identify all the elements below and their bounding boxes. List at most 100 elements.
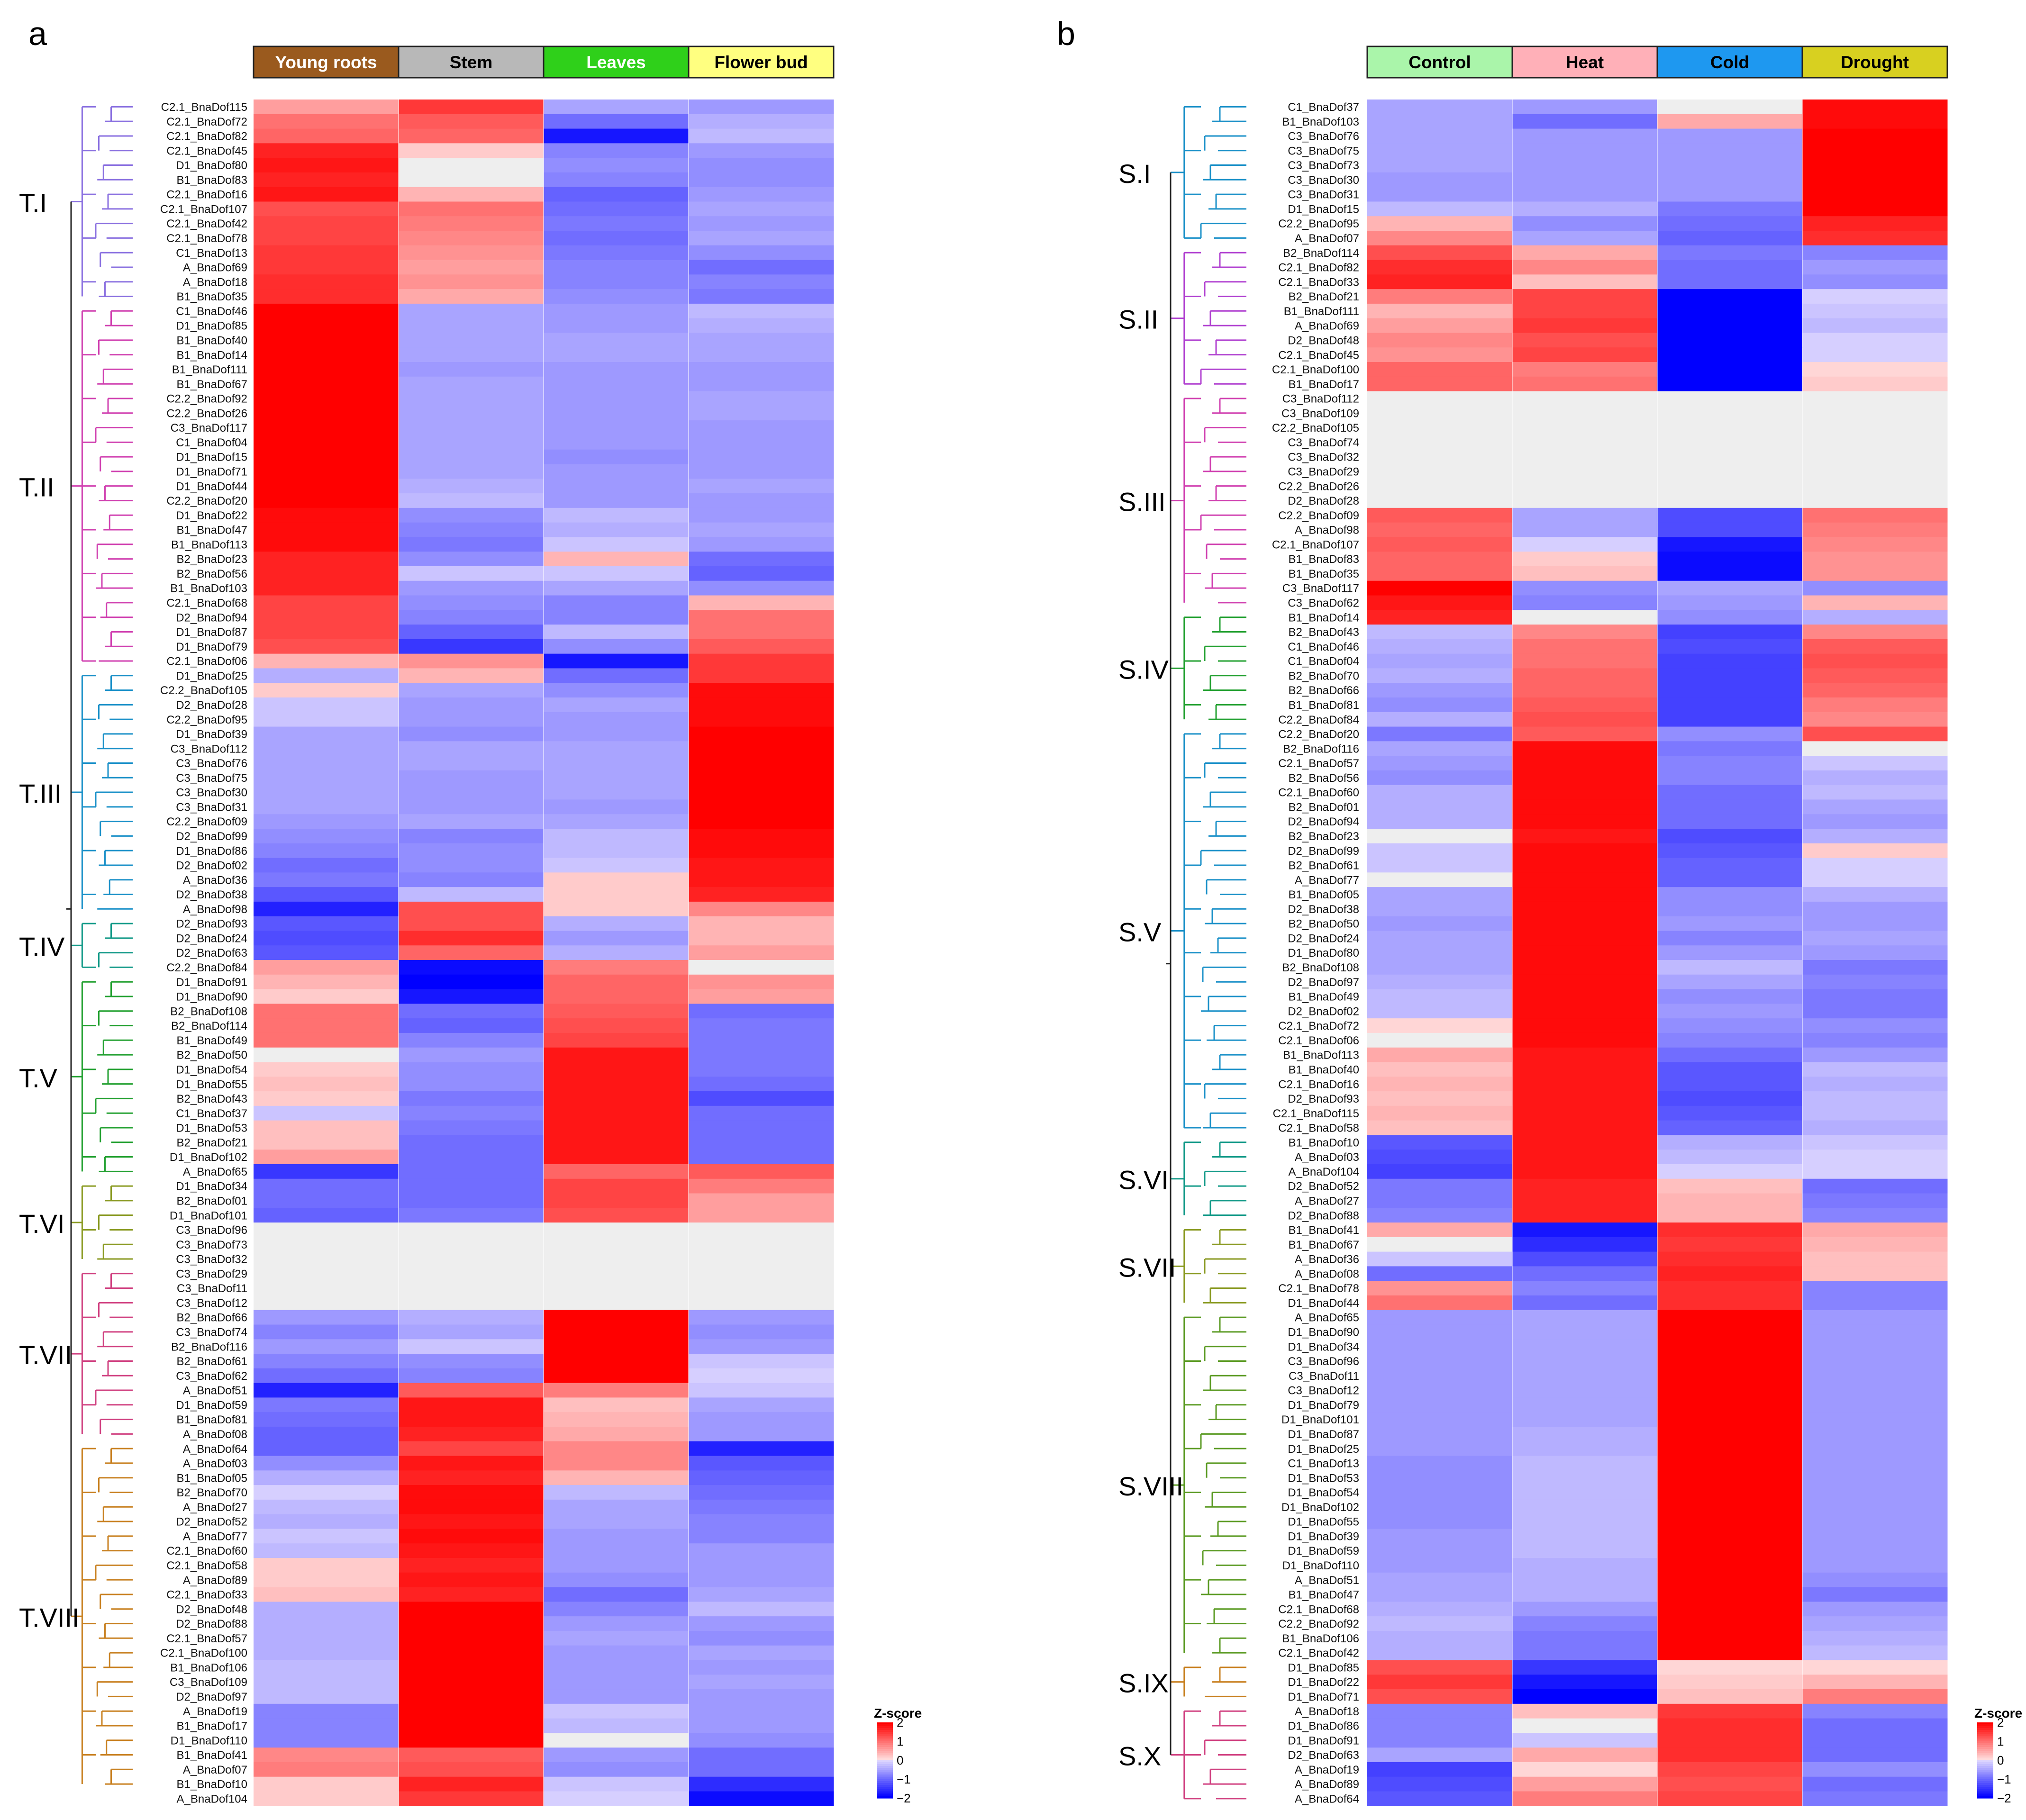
heatmap-cell bbox=[689, 1776, 834, 1792]
heatmap-cell bbox=[1367, 1047, 1513, 1062]
legend-swatch bbox=[877, 1789, 893, 1791]
panel-label: a bbox=[28, 15, 47, 52]
row-label: B1_BnaDof113 bbox=[171, 538, 247, 551]
row-label: D2_BnaDof63 bbox=[1288, 1749, 1359, 1762]
row-label: C3_BnaDof96 bbox=[1288, 1355, 1359, 1368]
heatmap-cell bbox=[1802, 639, 1948, 654]
heatmap-cell bbox=[1512, 1791, 1658, 1806]
heatmap-cell bbox=[1657, 1120, 1803, 1135]
heatmap-cell bbox=[254, 1703, 399, 1719]
heatmap-cell bbox=[689, 1602, 834, 1617]
heatmap-cell bbox=[1512, 785, 1658, 800]
heatmap-cell bbox=[1802, 843, 1948, 859]
row-label: B2_BnaDof66 bbox=[177, 1312, 247, 1324]
heatmap-cell bbox=[1512, 435, 1658, 450]
heatmap-cell bbox=[1512, 318, 1658, 333]
heatmap-cell bbox=[254, 435, 399, 450]
row-label: D1_BnaDof80 bbox=[1288, 947, 1359, 960]
heatmap-cell bbox=[689, 231, 834, 246]
legend-swatch bbox=[877, 1758, 893, 1761]
heatmap-cell bbox=[254, 945, 399, 960]
heatmap-cell bbox=[1367, 507, 1513, 523]
heatmap-cell bbox=[1802, 989, 1948, 1004]
row-label: C2.1_BnaDof58 bbox=[166, 1559, 247, 1572]
heatmap-cell bbox=[254, 1499, 399, 1515]
row-label: D1_BnaDof15 bbox=[176, 451, 247, 464]
heatmap-cell bbox=[399, 1529, 544, 1544]
heatmap-cell bbox=[689, 668, 834, 683]
heatmap-cell bbox=[1802, 1324, 1948, 1340]
heatmap-cell bbox=[399, 639, 544, 654]
heatmap-cell bbox=[399, 158, 544, 173]
heatmap-cell bbox=[1802, 1499, 1948, 1515]
heatmap-cell bbox=[399, 260, 544, 275]
heatmap-cell bbox=[1367, 172, 1513, 188]
heatmap-cell bbox=[689, 420, 834, 435]
row-label: C2.1_BnaDof06 bbox=[1278, 1034, 1359, 1047]
heatmap-cell bbox=[689, 1354, 834, 1369]
heatmap-cell bbox=[689, 406, 834, 421]
legend-swatch bbox=[1977, 1774, 1993, 1776]
heatmap-cell bbox=[1367, 843, 1513, 859]
heatmap-cell bbox=[1657, 391, 1803, 406]
heatmap-cell bbox=[544, 1281, 689, 1296]
heatmap-cell bbox=[1367, 1310, 1513, 1325]
heatmap-cell bbox=[689, 1748, 834, 1763]
heatmap-cell bbox=[689, 1295, 834, 1311]
heatmap-cell bbox=[1367, 391, 1513, 406]
heatmap-cell bbox=[1802, 726, 1948, 742]
heatmap-cell bbox=[1657, 916, 1803, 931]
row-label: C2.2_BnaDof105 bbox=[1272, 422, 1359, 435]
row-label: B2_BnaDof56 bbox=[177, 568, 247, 580]
heatmap-cell bbox=[399, 1339, 544, 1354]
heatmap-cell bbox=[399, 1150, 544, 1165]
heatmap-cell bbox=[1802, 114, 1948, 129]
legend-swatch bbox=[1977, 1785, 1993, 1787]
heatmap-cell bbox=[254, 449, 399, 464]
heatmap-cell bbox=[399, 1776, 544, 1792]
heatmap-cell bbox=[254, 347, 399, 362]
heatmap-cell bbox=[1367, 114, 1513, 129]
heatmap-cell bbox=[544, 1324, 689, 1340]
heatmap-cell bbox=[689, 1426, 834, 1442]
row-label: C1_BnaDof13 bbox=[176, 247, 247, 260]
column-header-3 bbox=[1656, 45, 1803, 79]
heatmap-cell bbox=[1802, 333, 1948, 348]
heatmap-cell bbox=[1367, 610, 1513, 625]
heatmap-cell bbox=[1367, 1120, 1513, 1135]
heatmap-cell bbox=[1657, 420, 1803, 435]
heatmap-cell bbox=[399, 1077, 544, 1092]
heatmap-cell bbox=[1657, 1208, 1803, 1223]
heatmap-cell bbox=[254, 814, 399, 829]
heatmap-cell bbox=[1802, 1062, 1948, 1077]
heatmap-cell bbox=[1657, 566, 1803, 581]
heatmap-cell bbox=[399, 872, 544, 887]
heatmap-cell bbox=[399, 201, 544, 217]
legend-swatch bbox=[1977, 1751, 1993, 1753]
row-label: C2.1_BnaDof72 bbox=[1278, 1020, 1359, 1032]
heatmap-cell bbox=[689, 1222, 834, 1238]
row-label: A_BnaDof08 bbox=[183, 1428, 247, 1441]
heatmap-cell bbox=[689, 1645, 834, 1660]
heatmap-cell bbox=[1657, 172, 1803, 188]
row-label: C2.1_BnaDof42 bbox=[1278, 1647, 1359, 1660]
row-label: C2.2_BnaDof84 bbox=[1278, 714, 1359, 726]
heatmap-cell bbox=[1802, 552, 1948, 567]
heatmap-cell bbox=[544, 741, 689, 756]
row-label: B1_BnaDof41 bbox=[177, 1749, 247, 1762]
heatmap-cell bbox=[399, 712, 544, 727]
heatmap-cell bbox=[1367, 580, 1513, 596]
legend-title: Z-score bbox=[1974, 1706, 2022, 1720]
heatmap-cell bbox=[544, 1426, 689, 1442]
heatmap-cell bbox=[1802, 143, 1948, 158]
heatmap-cell bbox=[399, 1675, 544, 1690]
group-label: S.IV bbox=[1118, 654, 1169, 684]
heatmap-cells bbox=[254, 100, 834, 1806]
row-label: B1_BnaDof113 bbox=[1283, 1049, 1359, 1062]
heatmap-cell bbox=[399, 1616, 544, 1631]
heatmap-cell bbox=[399, 683, 544, 698]
row-label: A_BnaDof64 bbox=[183, 1443, 247, 1456]
heatmap-cell bbox=[254, 610, 399, 625]
heatmap-cell bbox=[1512, 201, 1658, 217]
legend-swatch bbox=[877, 1734, 893, 1736]
